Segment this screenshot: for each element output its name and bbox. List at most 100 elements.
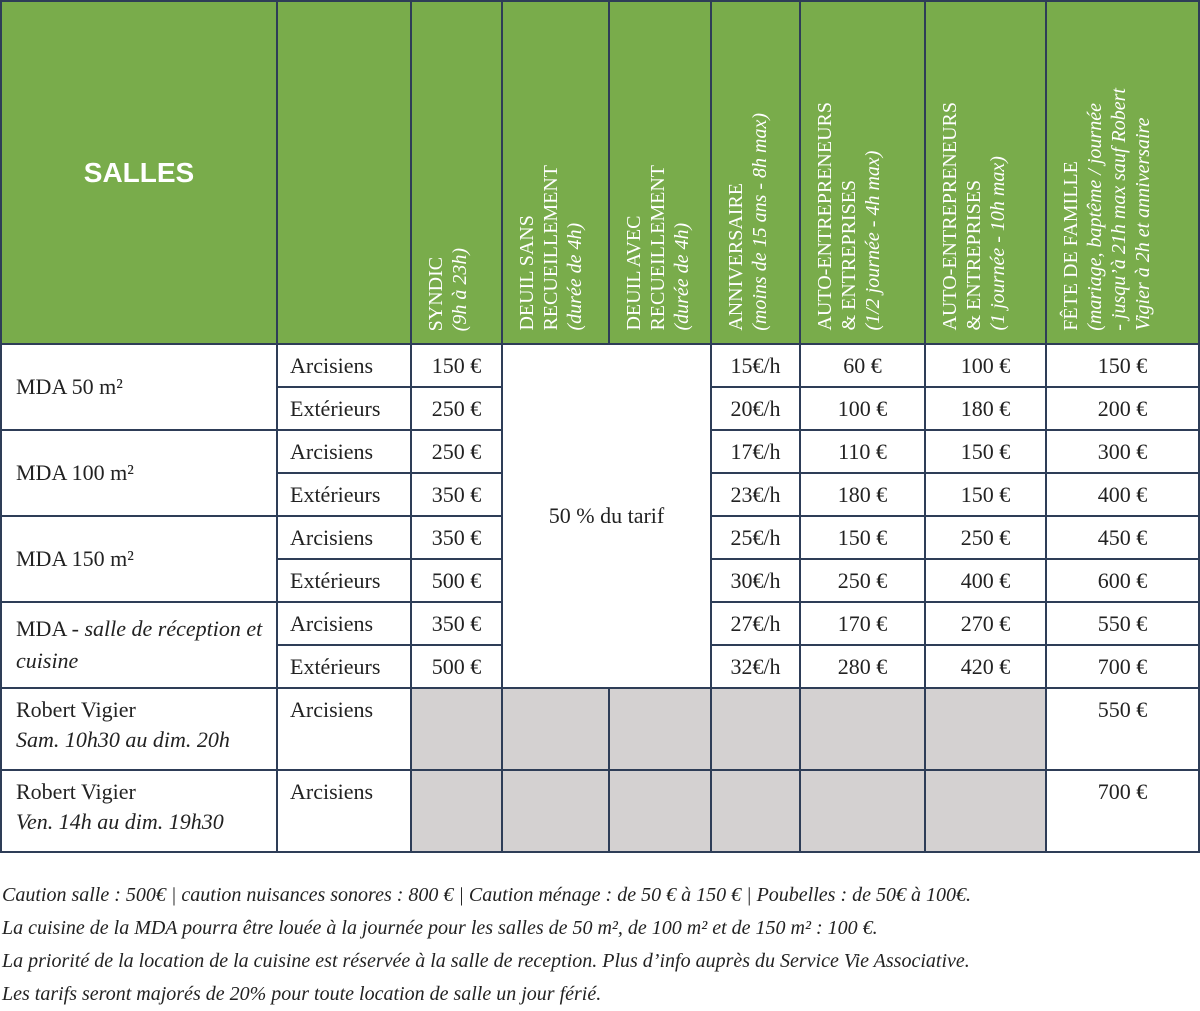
public-cell: Arcisiens <box>276 429 412 474</box>
column-note-line: (durée de 4h) <box>564 223 586 331</box>
salle-cell: Robert Vigier Sam. 10h30 au dim. 20h <box>0 687 278 771</box>
column-note-line: (mariage, baptême / journée <box>1084 103 1106 331</box>
price-cell: 700 € <box>1045 769 1200 853</box>
price-cell: 150 € <box>799 515 926 560</box>
price-cell: 350 € <box>410 472 503 517</box>
price-cell: 250 € <box>924 515 1047 560</box>
salle-cell: MDA 100 m² <box>0 429 278 517</box>
price-cell: 25€/h <box>710 515 801 560</box>
price-cell: 20€/h <box>710 386 801 431</box>
salle-detail: Sam. 10h30 au dim. 20h <box>16 727 230 752</box>
price-cell: 30€/h <box>710 558 801 603</box>
price-cell: 400 € <box>924 558 1047 603</box>
price-cell: 180 € <box>799 472 926 517</box>
column-header-text: DEUIL AVEC RECUEILLEMENT (durée de 4h) <box>622 165 694 331</box>
public-cell: Arcisiens <box>276 343 412 388</box>
price-cell: 270 € <box>924 601 1047 646</box>
empty-cell <box>924 769 1047 853</box>
header-cell <box>276 0 412 345</box>
price-cell: 200 € <box>1045 386 1200 431</box>
column-header-text: SYNDIC (9h à 23h) <box>424 248 472 331</box>
column-note-line: Vigier à 2h et anniversaire <box>1132 117 1154 331</box>
salle-name: MDA 150 m² <box>16 546 134 571</box>
price-cell: 27€/h <box>710 601 801 646</box>
salle-cell: MDA 50 m² <box>0 343 278 431</box>
salle-name: MDA 100 m² <box>16 460 134 485</box>
column-title-line: FÊTE DE FAMILLE <box>1060 161 1082 331</box>
price-cell: 32€/h <box>710 644 801 689</box>
price-cell: 150 € <box>924 472 1047 517</box>
note-line: La cuisine de la MDA pourra être louée à… <box>2 917 878 939</box>
price-cell: 180 € <box>924 386 1047 431</box>
column-header: FÊTE DE FAMILLE (mariage, baptême / journ… <box>1045 0 1200 345</box>
column-header-text: ANNIVERSAIRE (moins de 15 ans - 8h max) <box>724 113 772 331</box>
salle-cell: MDA 150 m² <box>0 515 278 603</box>
column-header: SYNDIC (9h à 23h) <box>410 0 503 345</box>
column-title-line: RECUEILLEMENT <box>540 165 562 331</box>
deuil-cell: 50 % du tarif <box>501 343 712 689</box>
column-title-line: & ENTREPRISES <box>838 180 860 331</box>
price-cell: 100 € <box>799 386 926 431</box>
salle-name: MDA 50 m² <box>16 374 123 399</box>
price-cell: 400 € <box>1045 472 1200 517</box>
public-cell: Extérieurs <box>276 386 412 431</box>
table-row: Extérieurs 250 € 20€/h 100 €180 €200 € <box>1 386 1200 431</box>
note-line: La priorité de la location de la cuisine… <box>2 950 970 972</box>
empty-cell <box>924 687 1047 771</box>
column-title-line: & ENTREPRISES <box>963 180 985 331</box>
price-cell: 110 € <box>799 429 926 474</box>
column-header: DEUIL SANS RECUEILLEMENT (durée de 4h) <box>501 0 610 345</box>
salle-detail: Ven. 14h au dim. 19h30 <box>16 809 224 834</box>
table-row: Extérieurs 500 € 32€/h 280 €420 €700 € <box>1 644 1200 689</box>
column-header: ANNIVERSAIRE (moins de 15 ans - 8h max) <box>710 0 801 345</box>
salle-name: Robert Vigier <box>16 779 136 804</box>
column-header-text: AUTO-ENTREPRENEURS & ENTREPRISES (1/2 jour… <box>813 102 885 331</box>
table-row: MDA - salle de réception et cuisine Arcis… <box>0 601 1200 689</box>
price-cell: 300 € <box>1045 429 1200 474</box>
price-cell: 420 € <box>924 644 1047 689</box>
public-cell: Extérieurs <box>276 558 412 603</box>
column-note-line: (1/2 journée - 4h max) <box>862 151 884 331</box>
price-cell: 250 € <box>410 429 503 474</box>
price-cell: 60 € <box>799 343 926 388</box>
salle-cell: MDA - salle de réception et cuisine <box>0 601 278 689</box>
column-header-text: FÊTE DE FAMILLE (mariage, baptême / journ… <box>1059 88 1155 331</box>
public-cell: Extérieurs <box>276 644 412 689</box>
price-cell: 15€/h <box>710 343 801 388</box>
price-cell: 500 € <box>410 558 503 603</box>
public-cell: Arcisiens <box>276 769 412 853</box>
column-note-line: (durée de 4h) <box>671 223 693 331</box>
empty-cell <box>608 769 712 853</box>
column-note-line: (1 journée - 10h max) <box>987 156 1009 331</box>
empty-cell <box>410 687 503 771</box>
note-line: Caution salle : 500€ | caution nuisances… <box>2 884 971 906</box>
empty-cell <box>501 769 610 853</box>
price-cell: 450 € <box>1045 515 1200 560</box>
table-row: Extérieurs 350 € 23€/h 180 €150 €400 € <box>1 472 1200 517</box>
public-cell: Arcisiens <box>276 687 412 771</box>
price-cell: 170 € <box>799 601 926 646</box>
price-cell: 150 € <box>1045 343 1200 388</box>
salles-header: SALLES <box>0 0 278 345</box>
price-cell: 350 € <box>410 601 503 646</box>
table-row: Robert Vigier Ven. 14h au dim. 19h30 Arcis… <box>0 769 1200 853</box>
price-cell: 150 € <box>924 429 1047 474</box>
public-cell: Extérieurs <box>276 472 412 517</box>
empty-cell <box>710 687 801 771</box>
table-row: MDA 100 m² Arcisiens 250 €17€/h 110 €150 €3… <box>0 429 1200 517</box>
public-cell: Arcisiens <box>276 601 412 646</box>
salle-name: MDA - <box>16 616 85 641</box>
column-header: AUTO-ENTREPRENEURS & ENTREPRISES (1/2 jour… <box>799 0 926 345</box>
column-header-text: DEUIL SANS RECUEILLEMENT (durée de 4h) <box>515 165 587 331</box>
price-cell: 600 € <box>1045 558 1200 603</box>
column-note-line: (9h à 23h) <box>449 247 471 331</box>
column-title-line: DEUIL SANS <box>516 215 538 331</box>
notes: Caution salle : 500€ | caution nuisances… <box>0 879 1200 1011</box>
salle-detail: salle de réception et cuisine <box>16 616 263 673</box>
empty-cell <box>501 687 610 771</box>
price-cell: 250 € <box>799 558 926 603</box>
price-cell: 23€/h <box>710 472 801 517</box>
price-cell: 280 € <box>799 644 926 689</box>
column-header: DEUIL AVEC RECUEILLEMENT (durée de 4h) <box>608 0 712 345</box>
column-title-line: AUTO-ENTREPRENEURS <box>814 102 836 331</box>
